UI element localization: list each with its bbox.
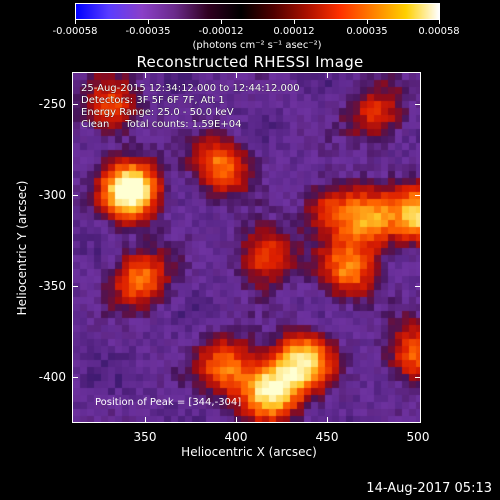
colorbar-tick — [221, 20, 222, 24]
heatmap-image — [73, 73, 420, 422]
x-tick — [327, 72, 328, 78]
x-tick — [145, 417, 146, 423]
y-tick-label: -300 — [38, 188, 66, 202]
colorbar-tick-label: 0.00058 — [418, 26, 460, 37]
plot-title: Reconstructed RHESSI Image — [136, 53, 364, 71]
y-tick — [72, 377, 78, 378]
timestamp: 14-Aug-2017 05:13 — [366, 481, 492, 496]
x-tick — [327, 417, 328, 423]
y-tick-label: -350 — [38, 279, 66, 293]
colorbar-tick — [148, 20, 149, 24]
x-tick-label: 450 — [315, 430, 339, 444]
y-tick — [415, 286, 421, 287]
y-axis-label: Heliocentric Y (arcsec) — [15, 180, 29, 316]
colorbar — [75, 3, 440, 20]
y-tick — [415, 377, 421, 378]
colorbar-tick-label: -0.00012 — [198, 26, 244, 37]
info-time-range: 25-Aug-2015 12:34:12.000 to 12:44:12.000 — [81, 83, 300, 94]
x-tick — [236, 417, 237, 423]
colorbar-tick — [294, 20, 295, 24]
y-tick — [415, 195, 421, 196]
y-tick-label: -250 — [38, 97, 66, 111]
colorbar-tick — [75, 20, 76, 24]
info-method-counts: Clean Total counts: 1.59E+04 — [81, 119, 242, 130]
y-tick — [415, 104, 421, 105]
colorbar-units: (photons cm⁻² s⁻¹ asec⁻²) — [192, 40, 322, 51]
colorbar-gradient — [76, 4, 439, 19]
y-tick — [72, 195, 78, 196]
x-tick — [236, 72, 237, 78]
colorbar-tick-label: 0.00012 — [273, 26, 315, 37]
colorbar-tick-label: 0.00035 — [346, 26, 388, 37]
x-tick — [145, 72, 146, 78]
y-tick — [72, 104, 78, 105]
x-tick-label: 500 — [406, 430, 430, 444]
colorbar-tick-label: -0.00035 — [125, 26, 171, 37]
info-detectors: Detectors: 3F 5F 6F 7F, Att 1 — [81, 95, 225, 106]
info-energy-range: Energy Range: 25.0 - 50.0 keV — [81, 107, 234, 118]
peak-position-label: Position of Peak = [344,-304] — [95, 397, 242, 408]
x-tick-label: 350 — [133, 430, 157, 444]
colorbar-tick-label: -0.00058 — [52, 26, 98, 37]
x-axis-label: Heliocentric X (arcsec) — [181, 445, 317, 459]
colorbar-tick — [367, 20, 368, 24]
plot-area: 25-Aug-2015 12:34:12.000 to 12:44:12.000… — [72, 72, 421, 423]
y-tick — [72, 286, 78, 287]
colorbar-tick — [439, 20, 440, 24]
x-tick-label: 400 — [224, 430, 248, 444]
y-tick-label: -400 — [38, 370, 66, 384]
